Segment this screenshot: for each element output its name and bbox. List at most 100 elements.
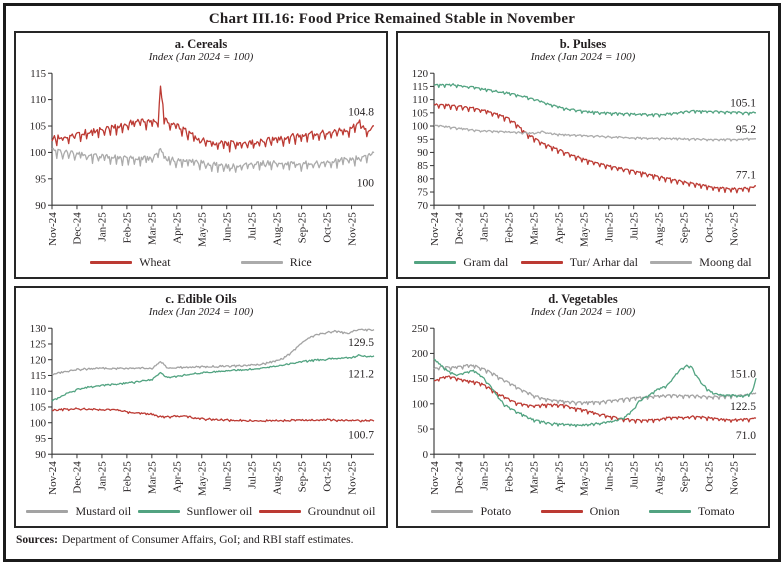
edible-oils-legend: Mustard oil Sunflower oil Groundnut oil (16, 500, 386, 526)
svg-text:100: 100 (30, 147, 46, 159)
legend-swatch (26, 510, 69, 513)
svg-text:Jul-25: Jul-25 (628, 211, 640, 239)
legend-label: Tur/ Arhar dal (569, 255, 638, 269)
svg-text:Sep-25: Sep-25 (296, 211, 308, 243)
svg-text:90: 90 (35, 448, 46, 460)
panel-edible-oils-subtitle: Index (Jan 2024 = 100) (148, 306, 254, 319)
svg-text:Mar-25: Mar-25 (147, 211, 159, 244)
legend-swatch (649, 510, 692, 513)
legend-label: Onion (589, 504, 620, 518)
svg-text:Oct-25: Oct-25 (321, 211, 333, 242)
svg-text:75: 75 (417, 186, 428, 198)
svg-text:Jul-25: Jul-25 (246, 460, 258, 488)
svg-text:250: 250 (412, 322, 428, 334)
pulses-legend: Gram dal Tur/ Arhar dal Moong dal (398, 251, 768, 277)
svg-text:Dec-24: Dec-24 (72, 460, 84, 493)
svg-text:120: 120 (30, 354, 46, 366)
panel-cereals-title: a. Cereals (174, 37, 228, 51)
svg-text:Nov-24: Nov-24 (429, 460, 441, 494)
svg-text:85: 85 (417, 160, 428, 172)
main-title: Chart III.16: Food Price Remained Stable… (208, 11, 576, 27)
panel-cereals-subtitle: Index (Jan 2024 = 100) (148, 51, 254, 64)
svg-text:Feb-25: Feb-25 (504, 211, 516, 243)
legend-item: Potato (431, 504, 511, 519)
svg-text:Mar-25: Mar-25 (147, 460, 159, 493)
panel-edible-oils-title: c. Edible Oils (165, 292, 237, 306)
svg-text:121.2: 121.2 (348, 368, 374, 380)
svg-text:130: 130 (30, 322, 46, 334)
legend-label: Potato (480, 504, 512, 518)
svg-text:151.0: 151.0 (730, 368, 756, 380)
legend-item: Tomato (649, 504, 735, 519)
svg-text:100: 100 (412, 398, 428, 410)
svg-text:Nov-25: Nov-25 (346, 460, 358, 494)
svg-text:Jun-25: Jun-25 (603, 460, 615, 490)
bottom-row: c. Edible Oils Index (Jan 2024 = 100) 90… (14, 286, 770, 528)
vegetables-chart: 0 50 100 150 200 250 Nov-24 Dec-24 Jan-25 Feb-25 M… (412, 322, 757, 496)
svg-text:Nov-24: Nov-24 (47, 460, 59, 494)
svg-text:Dec-24: Dec-24 (72, 211, 84, 244)
svg-text:Jul-25: Jul-25 (246, 211, 258, 239)
svg-text:100: 100 (412, 120, 428, 132)
legend-item: Sunflower oil (137, 504, 252, 519)
svg-text:77.1: 77.1 (736, 169, 756, 181)
legend-label: Gram dal (463, 255, 509, 269)
svg-text:Apr-25: Apr-25 (172, 460, 184, 492)
legend-swatch (137, 510, 180, 513)
panel-pulses-subtitle: Index (Jan 2024 = 100) (530, 51, 636, 64)
svg-text:105: 105 (30, 120, 46, 132)
cereals-legend: Wheat Rice (16, 251, 386, 277)
svg-text:Apr-25: Apr-25 (554, 460, 566, 492)
svg-text:Apr-25: Apr-25 (554, 211, 566, 243)
svg-text:110: 110 (30, 94, 46, 106)
panel-edible-oils: c. Edible Oils Index (Jan 2024 = 100) 90… (14, 286, 388, 528)
legend-item: Tur/ Arhar dal (520, 255, 638, 270)
panel-pulses-title: b. Pulses (559, 37, 607, 51)
svg-text:Oct-25: Oct-25 (703, 211, 715, 242)
legend-label: Groundnut oil (307, 504, 376, 518)
svg-text:Nov-25: Nov-25 (728, 460, 740, 494)
svg-text:Feb-25: Feb-25 (122, 460, 134, 492)
svg-text:104.8: 104.8 (348, 106, 374, 118)
svg-text:Feb-25: Feb-25 (122, 211, 134, 243)
panel-vegetables: d. Vegetables Index (Jan 2024 = 100) 0 50… (396, 286, 770, 528)
svg-text:122.5: 122.5 (730, 401, 756, 413)
svg-text:95.2: 95.2 (736, 124, 756, 136)
svg-text:Aug-25: Aug-25 (653, 211, 665, 245)
svg-text:115: 115 (30, 67, 46, 79)
svg-text:Dec-24: Dec-24 (454, 211, 466, 244)
svg-text:95: 95 (417, 133, 428, 145)
svg-text:Jun-25: Jun-25 (221, 460, 233, 490)
svg-text:Nov-24: Nov-24 (47, 211, 59, 245)
svg-text:110: 110 (412, 94, 428, 106)
svg-text:Jan-25: Jan-25 (97, 460, 109, 490)
svg-text:Dec-24: Dec-24 (454, 460, 466, 493)
panel-pulses: b. Pulses Index (Jan 2024 = 100) 70 75 80 8… (396, 31, 770, 279)
edible-oils-chart: 90 95 100 105 110 115 120 125 130 Nov-24 Dec-24 Jan… (30, 322, 375, 496)
legend-item: Rice (240, 255, 312, 270)
legend-item: Onion (540, 504, 620, 519)
legend-label: Moong dal (699, 255, 752, 269)
panel-grid: a. Cereals Index (Jan 2024 = 100) 90 95 10… (6, 31, 778, 528)
legend-label: Wheat (139, 255, 171, 269)
svg-text:May-25: May-25 (579, 460, 591, 495)
panel-vegetables-title: d. Vegetables (548, 292, 618, 306)
sources-label: Sources: (16, 534, 58, 546)
legend-swatch (540, 510, 583, 513)
legend-item: Groundnut oil (258, 504, 376, 519)
svg-text:Nov-24: Nov-24 (429, 211, 441, 245)
svg-text:125: 125 (30, 338, 46, 350)
sources-note: Sources: Department of Consumer Affairs, … (6, 528, 778, 546)
svg-text:Nov-25: Nov-25 (346, 211, 358, 245)
svg-text:129.5: 129.5 (348, 336, 374, 348)
svg-text:105: 105 (412, 107, 428, 119)
svg-text:115: 115 (412, 81, 428, 93)
svg-text:120: 120 (412, 67, 428, 79)
svg-text:Sep-25: Sep-25 (296, 460, 308, 492)
svg-text:May-25: May-25 (197, 460, 209, 495)
svg-text:Mar-25: Mar-25 (529, 460, 541, 493)
svg-text:105.1: 105.1 (730, 97, 756, 109)
svg-text:Jan-25: Jan-25 (97, 211, 109, 241)
svg-text:80: 80 (417, 173, 428, 185)
